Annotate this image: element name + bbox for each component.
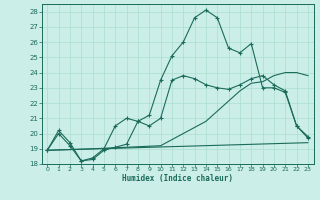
X-axis label: Humidex (Indice chaleur): Humidex (Indice chaleur) [122, 174, 233, 183]
